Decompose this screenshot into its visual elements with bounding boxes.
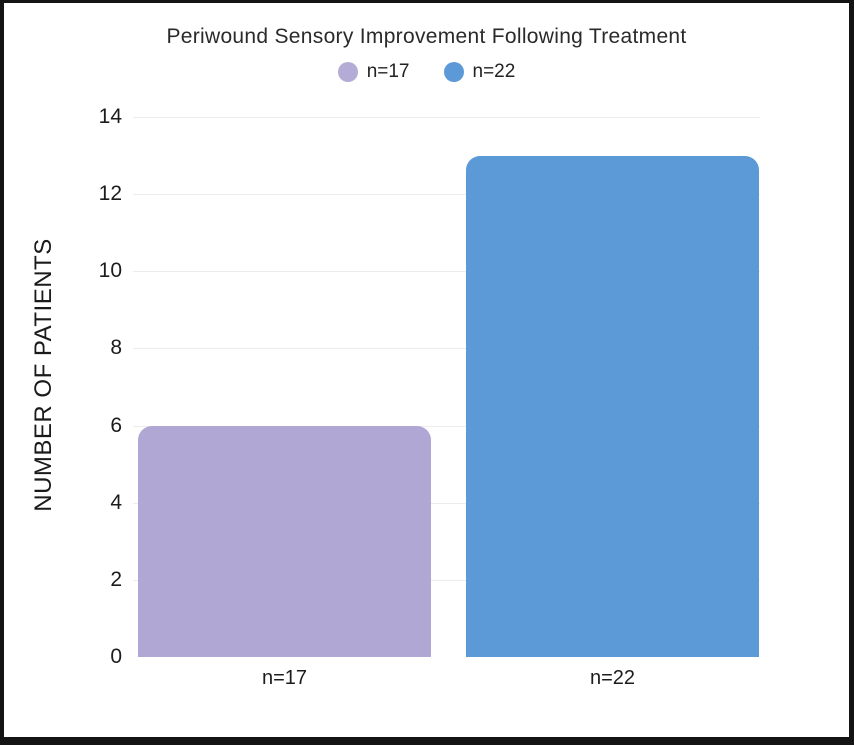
gridline-y14 [133, 117, 760, 118]
plot-area [133, 117, 760, 657]
legend-label-n22: n=22 [472, 61, 516, 82]
x-tick-label-n=22: n=22 [589, 667, 636, 689]
legend-swatch-circle-n22 [443, 62, 464, 82]
y-tick-label-14: 14 [98, 105, 122, 128]
y-tick-label-10: 10 [98, 259, 122, 283]
gridline-y6 [133, 425, 760, 427]
y-tick-label-8: 8 [110, 336, 122, 360]
y-tick-label-6: 6 [110, 413, 122, 437]
x-tick-label-n=17: n=17 [261, 667, 308, 689]
bar-n=17 [138, 426, 431, 657]
gridline-y4 [133, 502, 760, 504]
legend-swatch-circle-n17 [337, 62, 358, 82]
gridline-y10 [133, 271, 760, 273]
chart-canvas: Periwound Sensory Improvement Following … [4, 3, 849, 737]
y-tick-label-12: 12 [98, 182, 122, 206]
bar-n=22 [466, 156, 759, 657]
gridline-y8 [133, 348, 760, 350]
chart-title: Periwound Sensory Improvement Following … [166, 25, 687, 48]
legend-item-n17: n=17 [337, 61, 410, 83]
legend: n=17 n=22 [4, 61, 849, 83]
gridline-y12 [133, 194, 760, 196]
gridline-y2 [133, 579, 760, 581]
legend-label-n17: n=17 [366, 61, 410, 82]
y-tick-label-4: 4 [110, 490, 122, 514]
legend-item-n22: n=22 [443, 61, 516, 83]
y-tick-label-0: 0 [110, 645, 122, 668]
y-tick-label-2: 2 [110, 567, 122, 591]
